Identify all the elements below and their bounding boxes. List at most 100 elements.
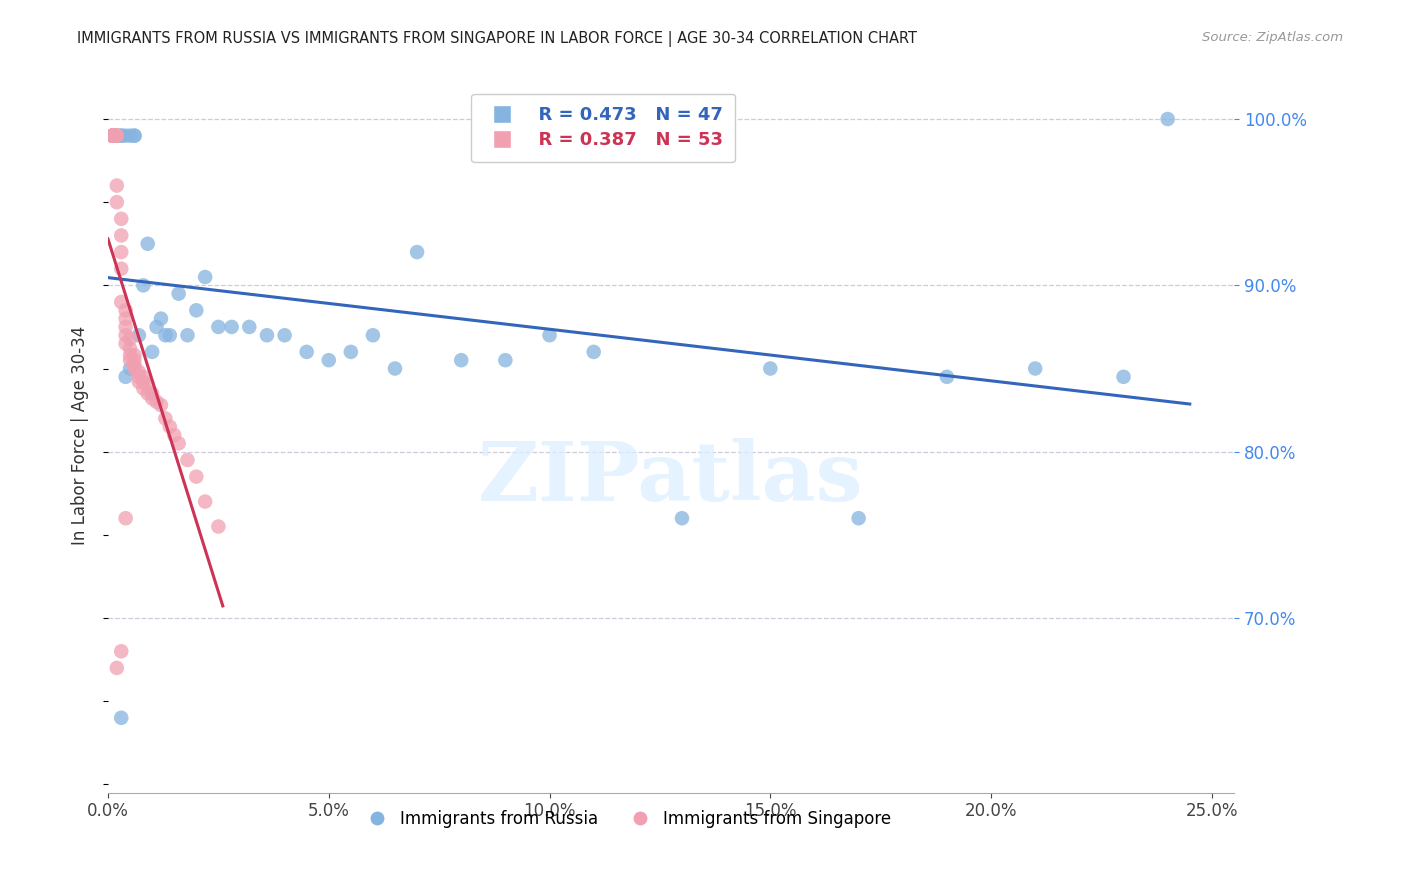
- Point: [159, 419, 181, 434]
- Text: ZIPatlas: ZIPatlas: [478, 438, 863, 518]
- Text: IMMIGRANTS FROM RUSSIA VS IMMIGRANTS FROM SINGAPORE IN LABOR FORCE | AGE 30-34 C: IMMIGRANTS FROM RUSSIA VS IMMIGRANTS FRO…: [77, 31, 917, 47]
- Point: [105, 128, 128, 143]
- Point: [110, 245, 132, 260]
- Point: [120, 332, 142, 346]
- Point: [124, 128, 146, 143]
- Text: Source: ZipAtlas.com: Source: ZipAtlas.com: [1202, 31, 1343, 45]
- Point: [128, 369, 150, 384]
- Point: [128, 375, 150, 389]
- Point: [450, 353, 472, 368]
- Point: [384, 361, 406, 376]
- Point: [194, 494, 217, 508]
- Point: [136, 386, 159, 401]
- Point: [340, 344, 363, 359]
- Point: [124, 353, 146, 368]
- Point: [105, 128, 128, 143]
- Point: [318, 353, 340, 368]
- Point: [120, 342, 142, 356]
- Point: [128, 328, 150, 343]
- Point: [101, 128, 124, 143]
- Point: [1112, 369, 1135, 384]
- Point: [273, 328, 295, 343]
- Point: [176, 453, 198, 467]
- Point: [110, 128, 132, 143]
- Legend: Immigrants from Russia, Immigrants from Singapore: Immigrants from Russia, Immigrants from …: [354, 803, 898, 834]
- Point: [124, 358, 146, 372]
- Point: [145, 320, 167, 334]
- Point: [120, 348, 142, 362]
- Point: [114, 311, 136, 326]
- Point: [105, 128, 128, 143]
- Point: [110, 128, 132, 143]
- Point: [186, 303, 208, 318]
- Point: [1024, 361, 1046, 376]
- Point: [105, 195, 128, 210]
- Point: [141, 392, 163, 406]
- Point: [155, 328, 177, 343]
- Point: [221, 320, 243, 334]
- Point: [361, 328, 384, 343]
- Point: [207, 320, 229, 334]
- Point: [114, 511, 136, 525]
- Point: [114, 128, 136, 143]
- Point: [186, 469, 208, 483]
- Point: [110, 261, 132, 276]
- Point: [149, 398, 172, 412]
- Point: [163, 428, 186, 442]
- Point: [167, 286, 190, 301]
- Point: [105, 128, 128, 143]
- Point: [101, 128, 124, 143]
- Point: [132, 375, 155, 389]
- Point: [110, 211, 132, 226]
- Point: [120, 128, 142, 143]
- Point: [132, 369, 155, 384]
- Point: [176, 328, 198, 343]
- Point: [101, 128, 124, 143]
- Point: [124, 128, 146, 143]
- Point: [105, 178, 128, 193]
- Point: [194, 270, 217, 285]
- Point: [406, 245, 429, 260]
- Point: [132, 382, 155, 396]
- Point: [848, 511, 870, 525]
- Point: [256, 328, 278, 343]
- Point: [149, 311, 172, 326]
- Point: [159, 328, 181, 343]
- Point: [110, 295, 132, 310]
- Point: [155, 411, 177, 425]
- Point: [582, 344, 605, 359]
- Point: [120, 361, 142, 376]
- Point: [120, 353, 142, 368]
- Point: [238, 320, 260, 334]
- Point: [114, 303, 136, 318]
- Point: [114, 328, 136, 343]
- Point: [295, 344, 318, 359]
- Point: [141, 344, 163, 359]
- Point: [671, 511, 693, 525]
- Point: [1157, 112, 1180, 126]
- Point: [207, 519, 229, 533]
- Point: [110, 644, 132, 658]
- Point: [110, 711, 132, 725]
- Point: [759, 361, 782, 376]
- Point: [167, 436, 190, 450]
- Point: [145, 394, 167, 409]
- Point: [132, 278, 155, 293]
- Point: [124, 348, 146, 362]
- Point: [494, 353, 516, 368]
- Point: [105, 128, 128, 143]
- Point: [935, 369, 957, 384]
- Point: [136, 378, 159, 392]
- Point: [101, 128, 124, 143]
- Y-axis label: In Labor Force | Age 30-34: In Labor Force | Age 30-34: [72, 326, 89, 545]
- Point: [114, 369, 136, 384]
- Point: [110, 228, 132, 243]
- Point: [105, 661, 128, 675]
- Point: [114, 336, 136, 351]
- Point: [114, 320, 136, 334]
- Point: [141, 386, 163, 401]
- Point: [101, 128, 124, 143]
- Point: [128, 365, 150, 379]
- Point: [101, 128, 124, 143]
- Point: [124, 361, 146, 376]
